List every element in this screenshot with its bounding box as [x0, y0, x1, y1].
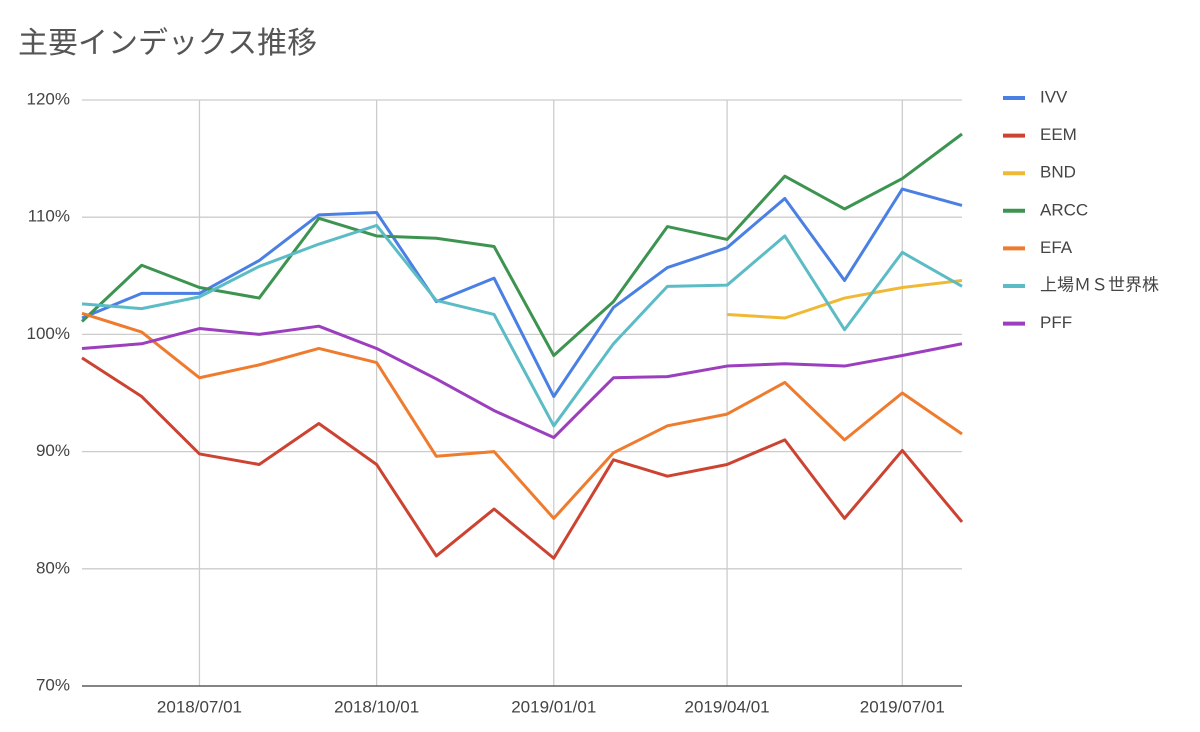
x-tick-label: 2019/07/01	[860, 697, 945, 716]
legend-label: EFA	[1040, 238, 1073, 257]
legend-label: PFF	[1040, 313, 1072, 332]
x-tick-label: 2018/10/01	[334, 697, 419, 716]
legend-label: BND	[1040, 163, 1076, 182]
series-line	[81, 311, 963, 520]
legend-label: EEM	[1040, 125, 1077, 144]
chart-title: 主要インデックス推移	[18, 27, 317, 60]
legend-label: IVV	[1040, 87, 1068, 106]
y-tick-label: 110%	[28, 207, 70, 226]
series-line	[726, 278, 963, 320]
series-line	[81, 187, 963, 399]
x-tick-label: 2019/04/01	[685, 697, 770, 716]
series-line	[81, 324, 963, 440]
series-line	[80, 132, 963, 357]
y-tick-label: 80%	[36, 558, 70, 577]
y-tick-label: 70%	[36, 675, 70, 694]
x-tick-label: 2019/01/01	[511, 697, 596, 716]
series-line	[81, 356, 964, 560]
y-tick-label: 90%	[36, 441, 70, 460]
legend-label: 上場ＭＳ世界株	[1040, 275, 1159, 294]
y-tick-label: 120%	[27, 89, 70, 108]
x-tick-label: 2018/07/01	[157, 697, 242, 716]
y-tick-label: 100%	[27, 324, 70, 343]
legend-label: ARCC	[1040, 200, 1088, 219]
series-line	[81, 223, 963, 428]
